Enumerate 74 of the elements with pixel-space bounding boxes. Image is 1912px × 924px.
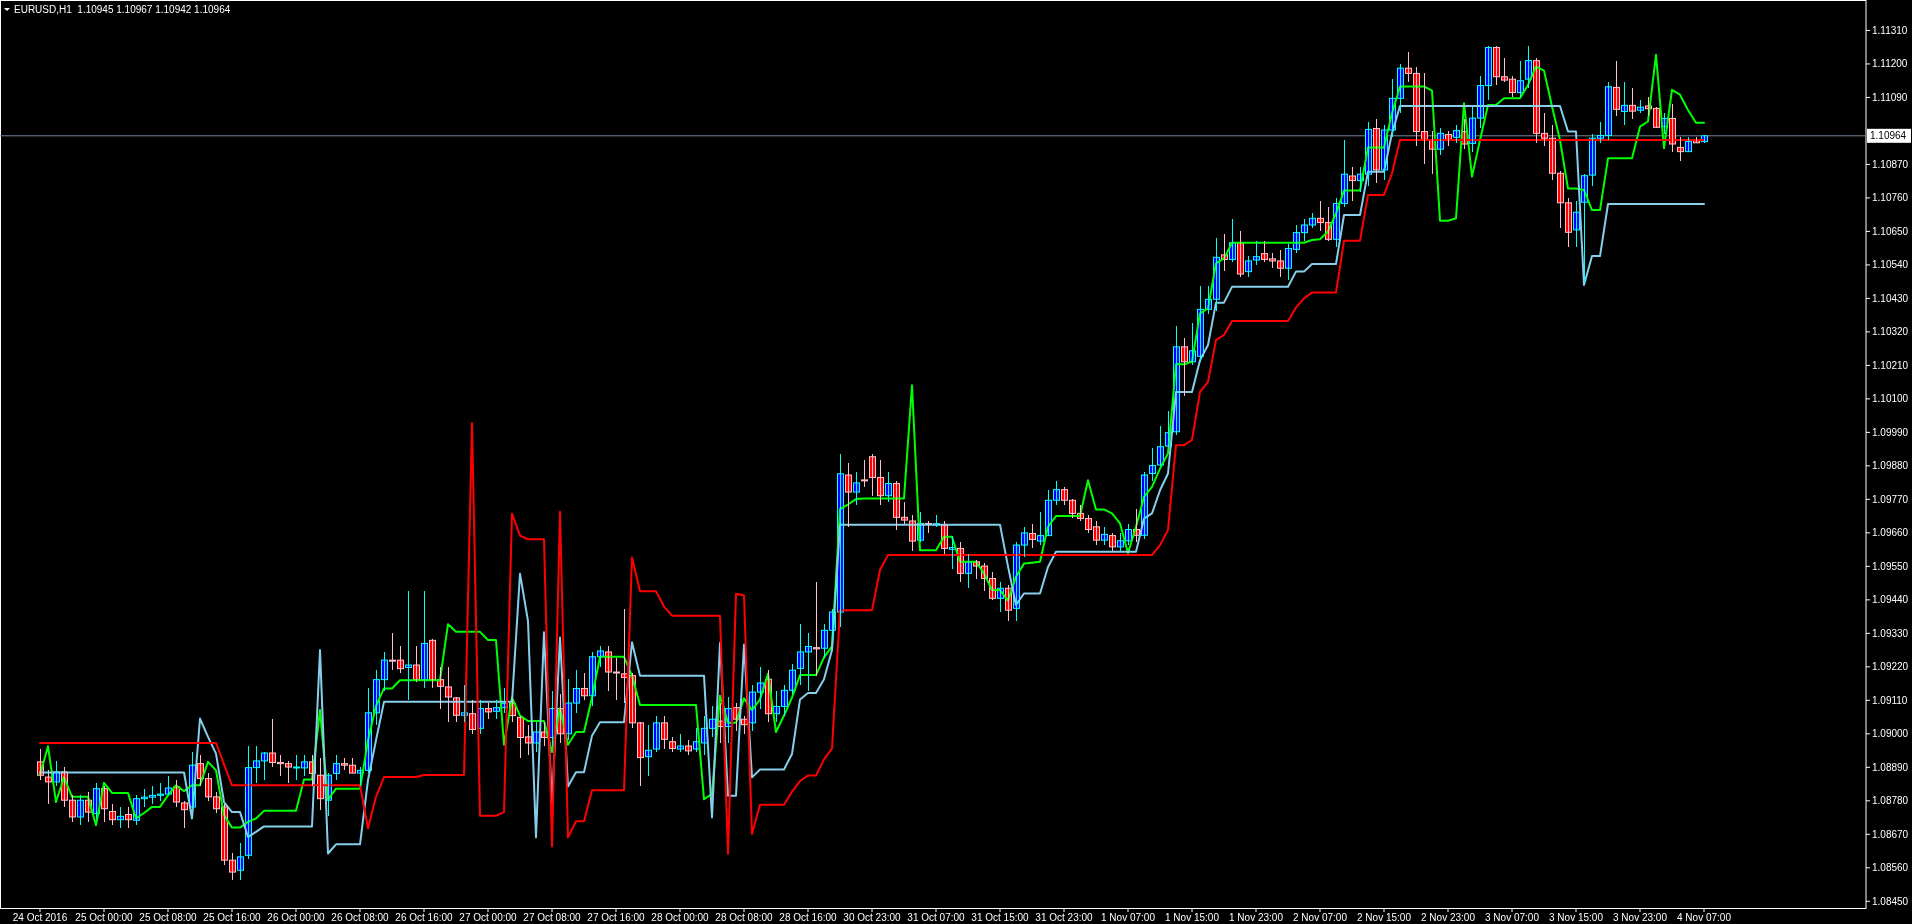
candlestick	[685, 739, 692, 756]
candlestick	[1349, 166, 1356, 202]
candlestick	[845, 462, 852, 528]
x-tick-label: 28 Oct 16:00	[779, 912, 838, 923]
x-tick-label: 1 Nov 23:00	[1229, 912, 1284, 923]
x-tick-label: 25 Oct 08:00	[139, 912, 198, 923]
candlestick	[1109, 532, 1116, 552]
x-tick-label: 27 Oct 16:00	[587, 912, 646, 923]
candlestick	[677, 733, 684, 753]
y-tick-label: 1.09880	[1872, 460, 1909, 472]
y-tick-label: 1.09550	[1872, 560, 1909, 572]
y-tick-label: 1.10870	[1872, 158, 1909, 170]
y-tick-label: 1.11200	[1872, 58, 1908, 70]
candlestick	[405, 590, 412, 701]
candlestick	[669, 736, 676, 753]
y-tick-label: 1.09220	[1872, 661, 1909, 673]
y-tick-label: 1.09330	[1872, 627, 1909, 639]
x-tick-label: 1 Nov 15:00	[1165, 912, 1220, 923]
y-tick-label: 1.08780	[1872, 795, 1909, 807]
x-tick-label: 27 Oct 08:00	[523, 912, 582, 923]
x-tick-label: 26 Oct 08:00	[331, 912, 390, 923]
y-tick-label: 1.10430	[1872, 292, 1909, 304]
candlestick	[1117, 532, 1124, 552]
y-tick-label: 1.08670	[1872, 828, 1909, 840]
candlestick	[1101, 526, 1108, 546]
candlestick	[45, 769, 52, 805]
x-tick-label: 25 Oct 00:00	[75, 912, 134, 923]
x-tick-label: 31 Oct 07:00	[907, 912, 966, 923]
y-tick-label: 1.08450	[1872, 895, 1909, 907]
x-tick-label: 31 Oct 23:00	[1035, 912, 1094, 923]
y-tick-label: 1.09990	[1872, 426, 1909, 438]
y-tick-label: 1.11090	[1872, 91, 1908, 103]
x-tick-label: 1 Nov 07:00	[1101, 912, 1156, 923]
ref-line-label: 1.10964	[1870, 130, 1907, 142]
x-tick-label: 2 Nov 07:00	[1293, 912, 1348, 923]
candlestick	[237, 842, 244, 881]
x-tick-label: 2 Nov 23:00	[1421, 912, 1476, 923]
y-tick-label: 1.09770	[1872, 493, 1909, 505]
y-tick-label: 1.09440	[1872, 594, 1909, 606]
y-tick-label: 1.09000	[1872, 728, 1909, 740]
y-tick-label: 1.10320	[1872, 326, 1909, 338]
x-tick-label: 2 Nov 15:00	[1357, 912, 1412, 923]
candlestick	[1037, 511, 1044, 546]
candlestick	[1453, 124, 1460, 144]
x-tick-label: 26 Oct 00:00	[267, 912, 326, 923]
candlestick	[853, 471, 860, 506]
x-tick-label: 28 Oct 00:00	[651, 912, 710, 923]
candlestick	[861, 459, 868, 488]
x-tick-label: 27 Oct 00:00	[459, 912, 518, 923]
y-tick-label: 1.08890	[1872, 761, 1909, 773]
y-tick-label: 1.10100	[1872, 393, 1909, 405]
chart-title: EURUSD,H1 1.10945 1.10967 1.10942 1.10964	[14, 4, 231, 15]
x-tick-label: 24 Oct 2016	[12, 912, 68, 923]
y-tick-label: 1.10540	[1872, 259, 1909, 271]
x-tick-label: 30 Oct 23:00	[843, 912, 902, 923]
y-tick-label: 1.09660	[1872, 527, 1909, 539]
y-tick-label: 1.09110	[1872, 694, 1908, 706]
candlestick	[1629, 87, 1636, 120]
candlestick	[493, 699, 500, 720]
x-tick-label: 28 Oct 08:00	[715, 912, 774, 923]
x-tick-label: 25 Oct 16:00	[203, 912, 262, 923]
y-tick-label: 1.10210	[1872, 359, 1909, 371]
candlestick	[813, 581, 820, 677]
x-tick-label: 3 Nov 07:00	[1485, 912, 1540, 923]
candlestick	[485, 702, 492, 720]
x-tick-label: 4 Nov 07:00	[1677, 912, 1732, 923]
y-tick-label: 1.08560	[1872, 862, 1909, 874]
x-tick-label: 3 Nov 23:00	[1613, 912, 1668, 923]
x-tick-label: 3 Nov 15:00	[1549, 912, 1604, 923]
y-tick-label: 1.10650	[1872, 225, 1909, 237]
y-tick-label: 1.10760	[1872, 192, 1909, 204]
x-tick-label: 31 Oct 15:00	[971, 912, 1030, 923]
y-tick-label: 1.11310	[1872, 24, 1908, 36]
x-tick-label: 26 Oct 16:00	[395, 912, 454, 923]
